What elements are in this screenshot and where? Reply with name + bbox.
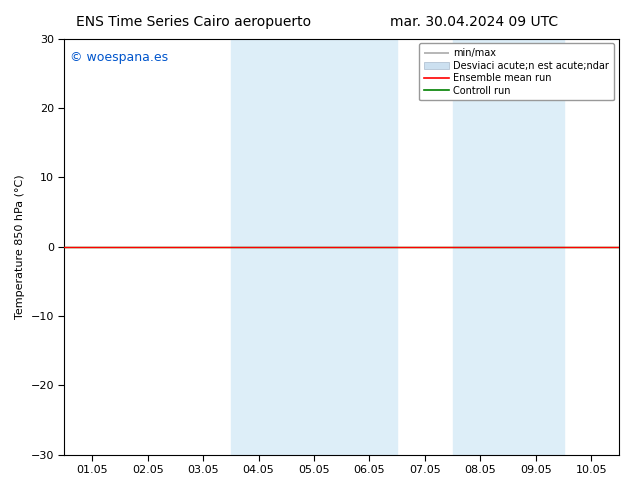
Text: © woespana.es: © woespana.es (70, 51, 168, 64)
Text: mar. 30.04.2024 09 UTC: mar. 30.04.2024 09 UTC (390, 15, 558, 29)
Y-axis label: Temperature 850 hPa (°C): Temperature 850 hPa (°C) (15, 174, 25, 319)
Legend: min/max, Desviaci acute;n est acute;ndar, Ensemble mean run, Controll run: min/max, Desviaci acute;n est acute;ndar… (419, 44, 614, 100)
Bar (453, 39, 564, 455)
Text: ENS Time Series Cairo aeropuerto: ENS Time Series Cairo aeropuerto (76, 15, 311, 29)
Bar (231, 39, 397, 455)
